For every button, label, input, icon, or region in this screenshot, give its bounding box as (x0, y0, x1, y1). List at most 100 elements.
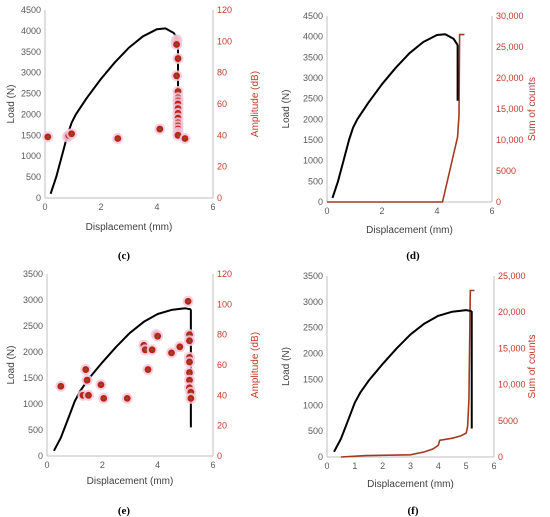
y2-tick-label: 60 (217, 99, 227, 109)
x-tick-label: 4 (155, 460, 160, 470)
y-tick-label: 1000 (21, 151, 41, 161)
y-tick-label: 2500 (23, 321, 43, 331)
y2-tick-label: 20 (217, 421, 227, 431)
y-tick-label: 0 (36, 193, 41, 203)
amplitude-hit-core (175, 43, 178, 46)
y2-tick-label: 20 (217, 162, 227, 172)
y2-axis-title: Sum of counts (527, 77, 538, 141)
chart-c: 0 2 4 6050010001500200025003000350040004500… (6, 5, 261, 233)
amplitude-hit-core (176, 134, 180, 137)
amplitude-hit-core (85, 378, 89, 382)
y-tick-label: 2000 (303, 114, 323, 124)
y-tick-label: 3000 (303, 73, 323, 83)
y2-tick-label: 30,000 (496, 11, 524, 21)
chart-d: 0 2 4 6050010001500200025003000350040004500… (281, 11, 538, 236)
amplitude-hit-core (99, 383, 103, 387)
x-tick-label: 1 (352, 461, 357, 471)
amplitude-hit-core (84, 368, 88, 371)
y-tick-label: 3500 (21, 47, 41, 57)
x-tick-label: 5 (464, 461, 469, 471)
y2-tick-label: 0 (217, 451, 222, 461)
y-tick-label: 1500 (23, 373, 43, 383)
x-tick-label: 3 (408, 461, 413, 471)
x-tick-label: 4 (436, 461, 441, 471)
y-tick-label: 500 (308, 176, 323, 186)
y-tick-label: 1500 (303, 374, 323, 384)
amplitude-hit-core (170, 351, 173, 355)
y-tick-label: 4500 (303, 11, 323, 21)
y-tick-label: 0 (318, 452, 323, 462)
amplitude-hit-core (176, 90, 180, 93)
panel-f: 0 1 2 3 4 5 6 0 500 1000 1500 2000 2500 3000 3500 0 5000… (275, 259, 550, 517)
y-tick-label: 4000 (303, 32, 323, 42)
amplitude-hit-core (143, 348, 147, 352)
y2-tick-label: 25,000 (496, 42, 524, 52)
x-tick-label: 6 (210, 460, 215, 470)
y2-tick-label: 80 (217, 330, 227, 340)
y-axis-title: Load (N) (6, 346, 17, 385)
x-tick-label: 2 (98, 202, 103, 212)
x-tick-label: 0 (44, 460, 49, 470)
y-tick-label: 1000 (303, 156, 323, 166)
amplitude-hit-core (150, 348, 154, 352)
y-tick-label: 2000 (23, 347, 43, 357)
y2-tick-label: 20,000 (496, 73, 524, 83)
y-tick-label: 4500 (21, 5, 41, 15)
panel-label-e: (e) (117, 505, 131, 517)
amplitude-hit-core (186, 300, 190, 303)
y-tick-label: 2500 (303, 323, 323, 333)
x-tick-label: 6 (210, 202, 215, 212)
panel-label-d: (d) (406, 250, 420, 262)
amplitude-hit-core (87, 394, 90, 397)
y2-tick-label: 40 (217, 390, 227, 400)
amplitude-hit-core (146, 368, 150, 371)
panel-c: 0 2 4 6 0 500 1000 1500 2000 2500 3000 3500 4000 4500… (0, 0, 275, 262)
y-tick-label: 2000 (303, 349, 323, 359)
load-curve (331, 33, 459, 199)
y-tick-label: 3000 (21, 68, 41, 78)
y2-tick-label: 10,000 (496, 135, 524, 145)
y-tick-label: 1500 (303, 135, 323, 145)
panel-d: 0 2 4 6 0 500 1000 1500 2000 2500 3000 3500 4000 4500… (275, 0, 550, 262)
y-tick-label: 0 (318, 197, 323, 207)
panel-label-f: (f) (407, 505, 419, 517)
y-tick-label: 4000 (21, 26, 41, 36)
y2-tick-label: 0 (496, 197, 501, 207)
amplitude-hit-core (188, 339, 191, 343)
y-tick-label: 2500 (21, 89, 41, 99)
y2-tick-label: 80 (217, 68, 227, 78)
y2-tick-label: 0 (217, 193, 222, 203)
amplitude-hit-core (188, 371, 191, 374)
x-tick-label: 2 (379, 206, 384, 216)
amplitude-hit-core (102, 397, 106, 400)
y-tick-label: 3500 (303, 271, 323, 281)
y-tick-label: 0 (38, 451, 43, 461)
y2-tick-label: 100 (217, 299, 232, 309)
y-tick-label: 1500 (21, 130, 41, 140)
x-tick-label: 0 (42, 202, 47, 212)
x-tick-label: 6 (491, 461, 496, 471)
x-axis-title: Displacement (mm) (86, 222, 173, 233)
y2-tick-label: 15,000 (498, 343, 526, 353)
y-axis-title: Load (N) (6, 85, 17, 124)
y2-tick-label: 5000 (496, 166, 516, 176)
amplitude-hit-core (70, 132, 73, 136)
amplitude-hit-core (156, 334, 159, 338)
y2-tick-label: 15,000 (496, 104, 524, 114)
y-axis-title: Load (N) (281, 90, 292, 129)
y2-tick-label: 10,000 (498, 380, 526, 390)
y-tick-label: 3500 (303, 52, 323, 62)
y2-tick-label: 120 (217, 5, 232, 15)
sum-of-counts-line (340, 289, 475, 458)
amplitude-hit-core (158, 127, 162, 131)
load-curve (333, 309, 472, 453)
load-curve (49, 27, 179, 195)
panel-label-c: (c) (117, 250, 131, 262)
y2-tick-label: 60 (217, 360, 227, 370)
x-axis-title: Displacement (mm) (366, 225, 453, 236)
amplitude-hit-core (59, 384, 63, 388)
y-tick-label: 2000 (21, 109, 41, 119)
y2-tick-label: 120 (217, 269, 232, 279)
amplitude-hit-core (116, 137, 120, 140)
y-tick-label: 2500 (303, 94, 323, 104)
